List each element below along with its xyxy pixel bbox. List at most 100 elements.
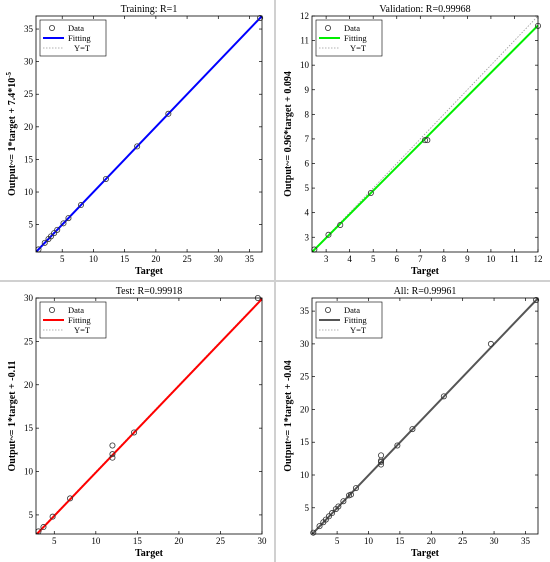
chart-title: Test: R=0.99918 <box>116 286 183 297</box>
x-tick-label: 12 <box>534 254 543 264</box>
x-tick-label: 9 <box>465 254 470 264</box>
y-tick-label: 5 <box>305 183 310 193</box>
data-point <box>421 137 428 144</box>
x-tick-label: 20 <box>151 254 161 264</box>
x-tick-label: 10 <box>486 254 496 264</box>
data-point <box>40 524 47 531</box>
x-tick-label: 20 <box>427 536 437 546</box>
legend-data-marker <box>325 306 332 313</box>
legend-data-label: Data <box>344 23 360 33</box>
legend-ident-label: Y=T <box>350 43 367 53</box>
data-point <box>54 226 61 233</box>
data-point <box>60 220 67 227</box>
y-tick-label: 8 <box>305 109 310 119</box>
data-point <box>77 202 84 209</box>
data-point <box>378 458 385 465</box>
x-tick-label: 30 <box>490 536 500 546</box>
y-tick-label: 5 <box>29 220 34 230</box>
y-tick-label: 10 <box>24 467 34 477</box>
x-tick-label: 15 <box>120 254 130 264</box>
y-axis-label: Output~= 1*target + 7.4*10-5 <box>5 71 18 196</box>
y-tick-label: 5 <box>29 510 34 520</box>
legend-data-marker <box>49 306 56 313</box>
all-regression-panel: All: R=0.99961 5 10 15 20 25 30 35 5 10 15 20 25 30 35… <box>276 282 550 562</box>
data-point <box>325 231 332 238</box>
plot-area <box>35 297 263 535</box>
data-point <box>340 498 347 505</box>
data-point <box>335 503 342 510</box>
data-point <box>65 215 72 222</box>
legend-ident-label: Y=T <box>74 325 91 335</box>
x-axis-label: Target <box>411 266 440 277</box>
y-tick-label: 25 <box>300 372 310 382</box>
legend-fit-label: Fitting <box>68 33 91 43</box>
y-tick-label: 20 <box>300 404 310 414</box>
x-tick-label: 35 <box>245 254 255 264</box>
y-axis-label: Output~= 1*target + -0.04 <box>283 360 294 472</box>
x-tick-label: 8 <box>442 254 447 264</box>
data-point <box>329 510 336 517</box>
legend-data-label: Data <box>68 23 84 33</box>
y-tick-label: 15 <box>24 154 34 164</box>
x-tick-label: 25 <box>216 536 226 546</box>
x-tick-label: 30 <box>214 254 224 264</box>
data-point <box>367 189 374 196</box>
x-tick-label: 10 <box>89 254 99 264</box>
y-tick-label: 10 <box>300 470 310 480</box>
x-tick-label: 5 <box>60 254 65 264</box>
legend-data-marker <box>49 24 56 31</box>
data-point <box>378 461 385 468</box>
data-point <box>440 393 447 400</box>
data-point <box>394 442 401 449</box>
identity-line <box>312 16 538 252</box>
y-tick-label: 10 <box>300 60 310 70</box>
y-tick-label: 35 <box>24 24 34 34</box>
data-point <box>352 485 359 492</box>
y-tick-label: 4 <box>305 208 310 218</box>
data-point <box>41 239 48 246</box>
y-tick-label: 30 <box>300 339 310 349</box>
y-axis-label: Output~= 0.96*target + 0.094 <box>283 71 294 197</box>
x-tick-label: 5 <box>52 536 57 546</box>
x-tick-label: 35 <box>521 536 531 546</box>
y-tick-label: 30 <box>24 57 34 67</box>
legend-ident-label: Y=T <box>74 43 91 53</box>
x-axis-label: Target <box>135 266 164 277</box>
training-regression-panel: Training: R=1 5 10 15 20 25 30 35 5 10 15 20 25 30 35 T… <box>0 0 274 280</box>
x-tick-label: 6 <box>395 254 400 264</box>
test-regression-panel: Test: R=0.99918 5 10 15 20 25 30 5 10 15 20 25 30 Tar… <box>0 282 274 562</box>
fitting-line <box>36 16 262 252</box>
x-tick-label: 7 <box>418 254 423 264</box>
data-point <box>49 513 56 520</box>
legend-fit-label: Fitting <box>344 33 367 43</box>
data-point <box>257 14 264 21</box>
legend-fit-label: Fitting <box>68 315 91 325</box>
chart-title: Training: R=1 <box>121 4 178 15</box>
legend-ident-label: Y=T <box>350 325 367 335</box>
data-point <box>51 230 58 237</box>
fitting-line <box>312 298 538 534</box>
legend-data-label: Data <box>344 305 360 315</box>
x-tick-label: 15 <box>133 536 143 546</box>
plot-area <box>311 297 539 535</box>
data-point <box>47 233 54 240</box>
y-tick-label: 30 <box>24 293 34 303</box>
x-tick-label: 4 <box>347 254 352 264</box>
data-point <box>109 442 116 449</box>
data-point <box>109 454 116 461</box>
y-tick-label: 20 <box>24 122 34 132</box>
y-tick-label: 5 <box>305 503 310 513</box>
data-point <box>109 451 116 458</box>
data-point <box>131 429 138 436</box>
data-point <box>409 426 416 433</box>
x-tick-label: 10 <box>91 536 101 546</box>
data-point <box>316 523 323 530</box>
y-tick-label: 25 <box>24 89 34 99</box>
y-tick-label: 6 <box>305 159 310 169</box>
y-tick-label: 15 <box>300 437 310 447</box>
y-tick-label: 3 <box>305 232 310 242</box>
data-point <box>67 495 74 502</box>
x-tick-label: 5 <box>335 536 340 546</box>
y-tick-label: 20 <box>24 380 34 390</box>
data-point <box>165 110 172 117</box>
